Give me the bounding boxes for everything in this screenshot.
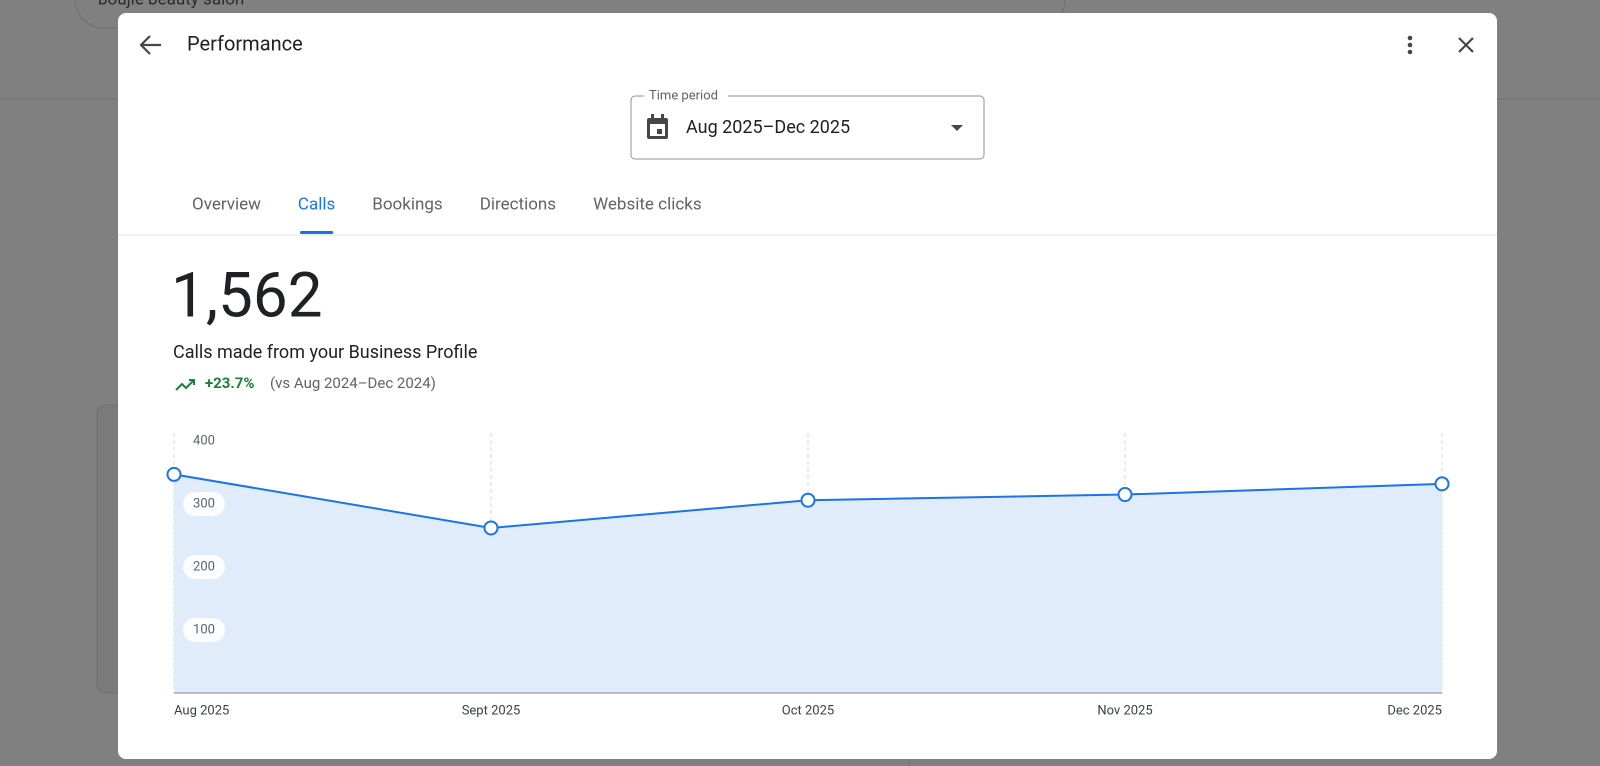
point[interactable] <box>800 492 816 508</box>
y-tick-label: 100 <box>193 622 215 637</box>
tab-bar: Overview Calls Bookings Directions Website c… <box>192 194 702 234</box>
search-query: boujie beauty salon <box>98 0 244 9</box>
tab[interactable]: Website clicks <box>593 194 702 214</box>
comparison: (vs Aug 2024–Dec 2024) <box>270 374 436 392</box>
back-button[interactable] <box>139 35 161 55</box>
tab[interactable]: Bookings <box>372 194 442 214</box>
y-tick-pill <box>183 618 225 642</box>
chart: 100 200 300 400 Aug 2025 Sept 2025 Oct 2025 Nov… <box>166 433 1450 718</box>
change: +23.7% <box>205 374 254 392</box>
close-button[interactable] <box>1458 37 1474 53</box>
point[interactable] <box>1434 476 1450 492</box>
more-button[interactable] <box>1407 35 1413 55</box>
trend-icon <box>175 379 195 391</box>
total-value: 1,562 <box>171 259 323 332</box>
x-tick-label: Dec 2025 <box>1387 703 1442 718</box>
y-tick-label: 300 <box>193 496 215 511</box>
tab-indicator <box>299 231 334 234</box>
y-tick-pill <box>183 555 225 579</box>
tab[interactable]: Overview <box>192 194 261 214</box>
y-tick-label: 400 <box>193 433 215 448</box>
point[interactable] <box>1117 487 1133 503</box>
field-value: Aug 2025–Dec 2025 <box>686 117 850 138</box>
x-tick-label: Sept 2025 <box>462 703 521 718</box>
tab[interactable]: Directions <box>480 194 556 214</box>
y-tick-label: 200 <box>193 559 215 574</box>
field-label: Time period <box>649 88 718 103</box>
point[interactable] <box>483 520 499 536</box>
y-tick-pill <box>183 492 225 516</box>
x-tick-label: Aug 2025 <box>174 703 229 718</box>
x-tick-label: Oct 2025 <box>782 703 834 718</box>
point[interactable] <box>166 466 182 482</box>
dialog-title: Performance <box>187 31 303 55</box>
description: Calls made from your Business Profile <box>173 342 477 363</box>
x-tick-label: Nov 2025 <box>1097 703 1152 718</box>
tab[interactable]: Calls <box>298 194 335 214</box>
time-period-field[interactable]: Time period Aug 2025–Dec 2025 <box>630 88 985 160</box>
